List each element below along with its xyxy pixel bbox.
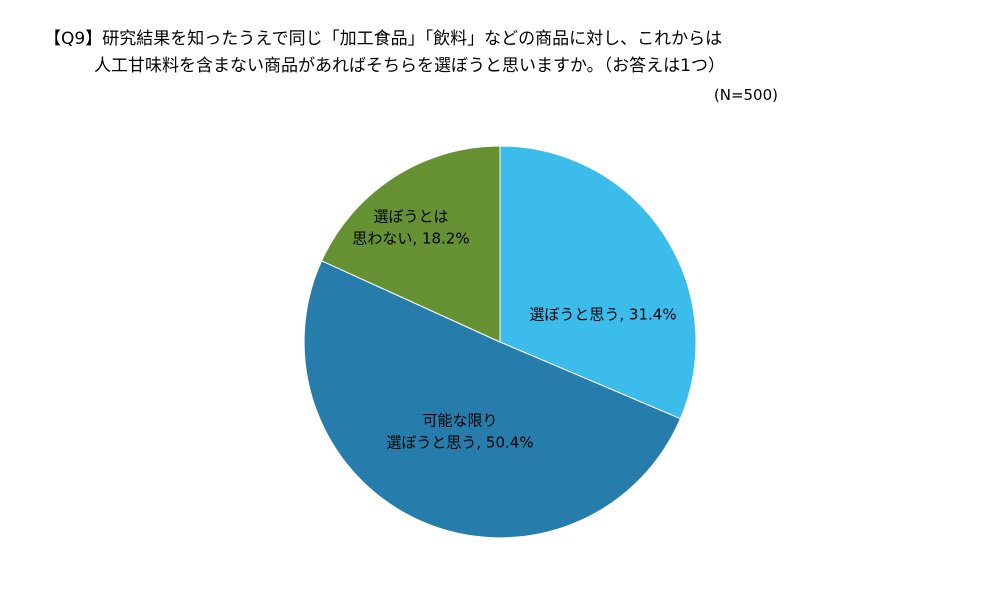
slice-label-2: 選ぼうとは思わない, 18.2% [352,208,469,248]
pie-slice-2 [320,145,501,343]
slice-label-1-line-0: 可能な限り [422,412,497,430]
title-line-1: 【Q9】研究結果を知ったうえで同じ「加工食品」「飲料」などの商品に対し、これから… [44,29,723,49]
pie-slice-0 [499,145,697,420]
slice-label-1-line-1: 選ぼうと思う, 50.4% [386,434,533,452]
pie-slice-1 [303,260,682,539]
sample-size-label: (N=500) [713,86,778,104]
slice-label-1: 可能な限り選ぼうと思う, 50.4% [386,412,533,452]
slice-label-2-line-1: 思わない, 18.2% [352,230,469,248]
chart-title: 【Q9】研究結果を知ったうえで同じ「加工食品」「飲料」などの商品に対し、これから… [44,26,844,80]
slice-label-0: 選ぼうと思う, 31.4% [529,306,676,324]
slice-label-2-line-0: 選ぼうとは [373,208,448,226]
title-line-2: 人工甘味料を含まない商品があればそちらを選ぼうと思いますか。（お答えは1つ） [94,56,725,76]
slice-label-0-line-0: 選ぼうと思う, 31.4% [529,306,676,324]
